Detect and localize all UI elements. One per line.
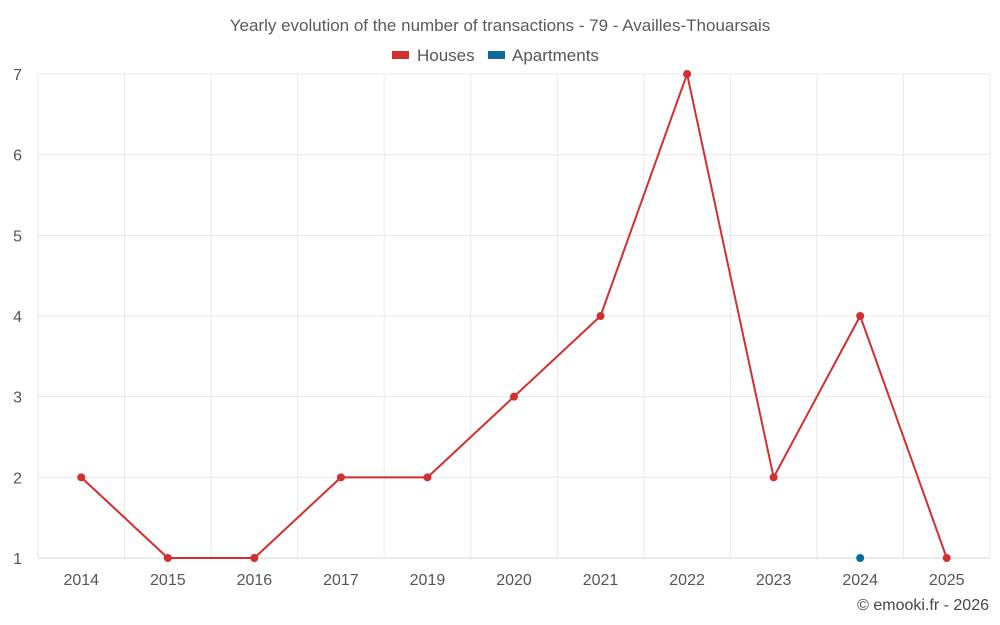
data-point-houses[interactable] [856, 312, 865, 320]
x-tick-label: 2021 [583, 572, 619, 589]
x-tick-label: 2017 [323, 572, 359, 589]
y-tick-label: 3 [13, 390, 22, 407]
legend: Houses Apartments [392, 46, 599, 65]
x-tick-label: 2022 [669, 572, 705, 589]
series-layer [77, 70, 951, 562]
x-tick-label: 2015 [150, 572, 186, 589]
x-tick-label: 2024 [842, 572, 878, 589]
y-tick-label: 5 [13, 228, 22, 245]
data-point-houses[interactable] [163, 554, 172, 562]
chart-title: Yearly evolution of the number of transa… [230, 16, 771, 35]
data-point-houses[interactable] [769, 473, 778, 482]
data-point-houses[interactable] [336, 473, 345, 482]
x-tick-label: 2025 [929, 572, 965, 589]
grid [37, 73, 991, 559]
data-point-houses[interactable] [510, 392, 518, 401]
data-point-houses[interactable] [423, 473, 432, 482]
data-point-houses[interactable] [77, 473, 86, 482]
axes: 1 2 3 4 5 6 7 2014 2015 2016 2017 2019 2020 2021 2022 2… [13, 67, 990, 589]
legend-swatch-apartments [488, 51, 505, 59]
x-tick-label: 2014 [63, 572, 99, 589]
y-tick-label: 6 [13, 148, 22, 165]
y-tick-label: 7 [13, 67, 22, 84]
data-point-houses[interactable] [942, 554, 951, 562]
x-tick-label: 2016 [237, 572, 273, 589]
y-tick-label: 1 [13, 551, 22, 568]
legend-swatch-houses [392, 51, 409, 59]
x-tick-label: 2023 [756, 572, 792, 589]
data-point-apartments[interactable] [856, 554, 865, 562]
data-point-houses[interactable] [683, 70, 692, 78]
x-tick-label: 2020 [496, 572, 532, 589]
legend-label-houses[interactable]: Houses [417, 46, 475, 65]
legend-label-apartments[interactable]: Apartments [512, 46, 599, 65]
data-point-houses[interactable] [596, 312, 605, 320]
y-tick-label: 2 [13, 470, 22, 487]
data-point-houses[interactable] [250, 554, 259, 562]
y-tick-label: 4 [13, 309, 22, 326]
x-tick-label: 2019 [410, 572, 446, 589]
chart-credit: © emooki.fr - 2026 [857, 597, 989, 614]
